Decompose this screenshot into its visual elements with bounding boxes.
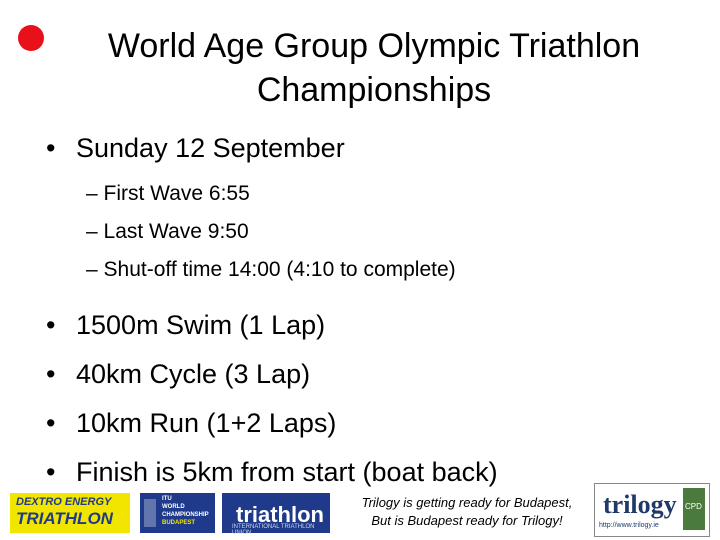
trilogy-logo-text: trilogy: [603, 490, 677, 519]
bullet-run-text: 10km Run (1+2 Laps): [76, 408, 337, 438]
triathlon-logo: triathlon INTERNATIONAL TRIATHLON UNION: [222, 493, 330, 536]
itu-championship-logo: ITU WORLD CHAMPIONSHIP BUDAPEST: [140, 493, 215, 533]
bullet-finish-text: Finish is 5km from start (boat back): [76, 457, 498, 487]
sub-bullet-list: – First Wave 6:55 – Last Wave 9:50 – Shu…: [86, 175, 456, 289]
slide-title: World Age Group Olympic Triathlon Champi…: [44, 24, 704, 112]
bullet-icon: •: [46, 310, 56, 340]
trilogy-logo: trilogy http://www.trilogy.ie CPD: [594, 483, 710, 537]
dextro-logo-line1: DEXTRO ENERGY: [16, 496, 112, 508]
trilogy-logo-url: http://www.trilogy.ie: [599, 522, 659, 529]
bullet-cycle-text: 40km Cycle (3 Lap): [76, 359, 311, 389]
itu-logo-line: ITU: [162, 496, 172, 502]
sub-bullet-last-wave: – Last Wave 9:50: [86, 220, 249, 243]
footer: DEXTRO ENERGY TRIATHLON ITU WORLD CHAMPI…: [0, 480, 720, 540]
main-bullet-list: • 1500m Swim (1 Lap) • 40km Cycle (3 Lap) …: [46, 301, 498, 497]
sub-bullet-first-wave: – First Wave 6:55: [86, 182, 250, 205]
bullet-finish: • Finish is 5km from start (boat back): [46, 448, 498, 497]
bullet-date-text: Sunday 12 September: [76, 133, 345, 163]
trilogy-badge-text: CPD: [685, 502, 702, 511]
triathlon-logo-sub: INTERNATIONAL TRIATHLON UNION: [232, 524, 315, 536]
tagline-line-1: Trilogy is getting ready for Budapest,: [361, 495, 573, 510]
sub-bullet-shutoff: – Shut-off time 14:00 (4:10 to complete): [86, 258, 456, 281]
tagline-line-2: But is Budapest ready for Trilogy!: [371, 513, 563, 528]
bullet-run: • 10km Run (1+2 Laps): [46, 399, 498, 448]
red-bullet-icon: [18, 25, 44, 51]
triathlon-logo-text: triathlon: [236, 502, 324, 527]
itu-logo-line: CHAMPIONSHIP: [162, 512, 209, 518]
bullet-cycle: • 40km Cycle (3 Lap): [46, 350, 498, 399]
bullet-date: • Sunday 12 September: [46, 133, 345, 164]
itu-logo-line: WORLD: [162, 504, 185, 510]
bullet-icon: •: [46, 133, 56, 163]
footer-tagline: Trilogy is getting ready for Budapest, B…: [342, 494, 592, 530]
itu-logo-line: BUDAPEST: [162, 520, 196, 526]
bullet-icon: •: [46, 408, 56, 438]
title-line-2: Championships: [256, 71, 492, 109]
bullet-swim-text: 1500m Swim (1 Lap): [76, 310, 326, 340]
bullet-icon: •: [46, 359, 56, 389]
bullet-icon: •: [46, 457, 56, 487]
title-line-1: World Age Group Olympic Triathlon: [107, 27, 641, 65]
dextro-logo-line2: TRIATHLON: [16, 509, 113, 528]
itu-emblem-icon: [144, 499, 156, 527]
dextro-energy-logo: DEXTRO ENERGY TRIATHLON: [10, 493, 130, 533]
trilogy-badge-icon: CPD: [683, 488, 705, 530]
bullet-swim: • 1500m Swim (1 Lap): [46, 301, 498, 350]
